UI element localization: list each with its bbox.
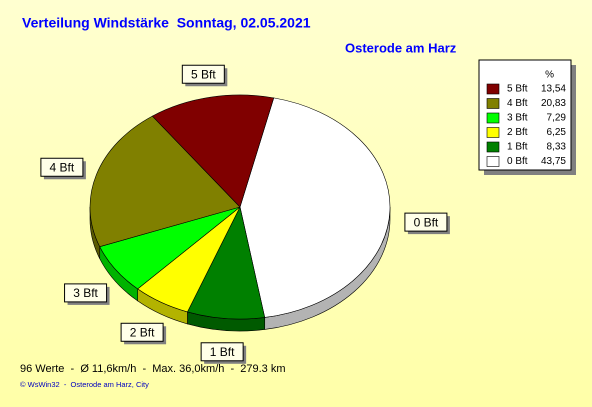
- legend-swatch: [486, 156, 500, 167]
- pie-slice: [151, 94, 275, 208]
- legend-swatch: [486, 127, 500, 138]
- legend-label: 2 Bft: [507, 127, 528, 138]
- legend-value: 20,83: [541, 98, 566, 109]
- slice-label: 1 Bft: [210, 345, 235, 359]
- legend-swatch: [486, 141, 500, 153]
- pie-slice: [89, 115, 241, 248]
- legend-value: 43,75: [541, 156, 566, 167]
- legend-swatch: [486, 112, 500, 124]
- legend-swatch: [486, 98, 500, 109]
- chart-subtitle: Osterode am Harz: [345, 40, 457, 55]
- label-box: [40, 157, 84, 177]
- label-box: [64, 283, 108, 303]
- legend-title: %: [545, 70, 554, 81]
- footer-stats: 96 Werte - Ø 11,6km/h - Max. 36,0km/h - …: [20, 363, 286, 375]
- slice-label: 5 Bft: [191, 67, 216, 81]
- slice-label: 3 Bft: [73, 286, 98, 300]
- legend-value: 7,29: [547, 113, 567, 124]
- slice-label: 2 Bft: [130, 325, 155, 339]
- label-box: [120, 322, 164, 342]
- legend-label: 1 Bft: [507, 142, 528, 153]
- legend-label: 4 Bft: [507, 98, 528, 109]
- slice-label: 0 Bft: [414, 215, 439, 229]
- footer-copyright: © WsWin32 - Osterode am Harz, City: [20, 380, 149, 389]
- legend-swatch: [486, 83, 500, 95]
- label-box: [181, 64, 225, 84]
- legend-label: 0 Bft: [507, 156, 528, 167]
- legend-label: 5 Bft: [507, 84, 528, 95]
- legend-value: 6,25: [547, 127, 567, 138]
- pie-slice: [239, 97, 391, 318]
- label-box: [200, 342, 244, 362]
- legend-value: 8,33: [547, 142, 567, 153]
- slice-label: 4 Bft: [50, 160, 75, 174]
- legend-value: 13,54: [541, 84, 566, 95]
- legend-label: 3 Bft: [507, 113, 528, 124]
- label-box: [404, 212, 448, 232]
- chart-title: Verteilung Windstärke Sonntag, 02.05.202…: [22, 15, 311, 31]
